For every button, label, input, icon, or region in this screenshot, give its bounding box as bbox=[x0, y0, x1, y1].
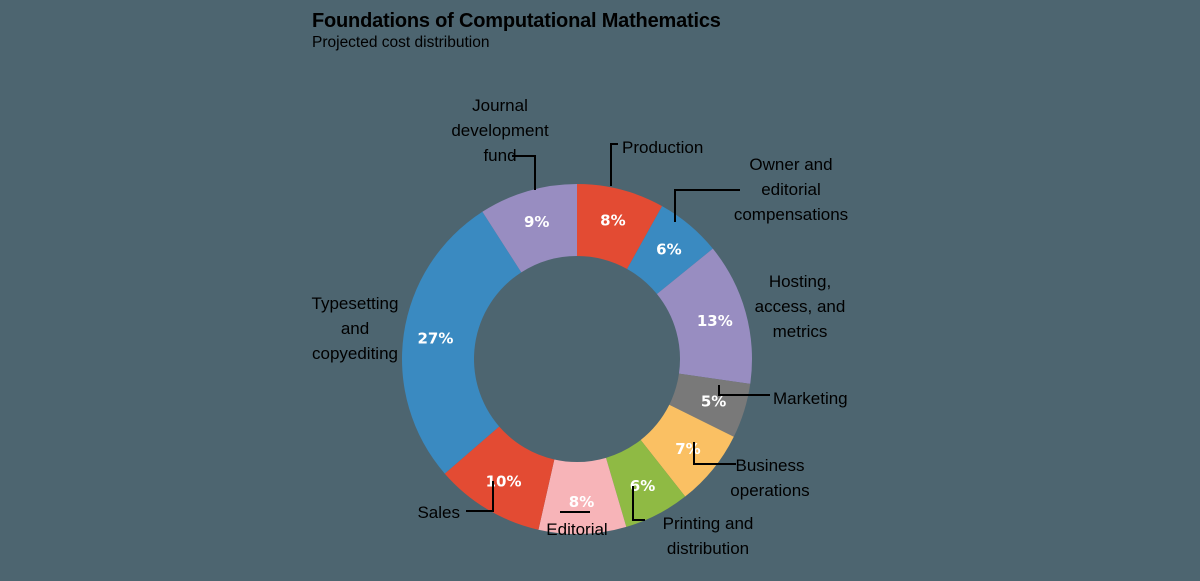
slice-marketing bbox=[669, 373, 751, 437]
slice-hosting-access-and-metrics bbox=[656, 248, 752, 384]
callout-label: Hosting, bbox=[769, 272, 831, 291]
slice-percent-label: 6% bbox=[656, 240, 681, 258]
slice-percent-label: 6% bbox=[630, 477, 655, 495]
slice-editorial bbox=[538, 457, 627, 535]
callout-label: development bbox=[451, 121, 549, 140]
slice-percent-label: 8% bbox=[600, 212, 625, 230]
leader-line bbox=[466, 481, 494, 512]
callout-label: Sales bbox=[417, 503, 460, 522]
slice-journal-development-fund bbox=[482, 184, 577, 273]
callout-label: compensations bbox=[734, 205, 848, 224]
slice-percent-label: 7% bbox=[675, 440, 700, 458]
callout-label: fund bbox=[483, 146, 516, 165]
slice-percent-label: 10% bbox=[486, 473, 522, 491]
leader-line bbox=[674, 189, 740, 222]
leader-line bbox=[693, 442, 736, 465]
callout-label: access, and bbox=[755, 297, 846, 316]
callout-label: and bbox=[341, 319, 369, 338]
leader-line bbox=[610, 143, 618, 186]
callout-label: Printing and bbox=[663, 514, 754, 533]
slice-owner-and-editorial-compensations bbox=[627, 206, 713, 295]
callout-label: Production bbox=[622, 138, 703, 157]
callout-label: Marketing bbox=[773, 389, 848, 408]
callout-label: editorial bbox=[761, 180, 821, 199]
callout-label: copyediting bbox=[312, 344, 398, 363]
callout-label: Business bbox=[736, 456, 805, 475]
slice-percent-label: 13% bbox=[697, 312, 733, 330]
donut-slices bbox=[402, 184, 752, 535]
chart-subtitle: Projected cost distribution bbox=[312, 34, 490, 51]
chart-title: Foundations of Computational Mathematics bbox=[312, 10, 721, 32]
slice-typesetting-and-copyediting bbox=[402, 211, 522, 474]
leader-line bbox=[632, 486, 645, 521]
percent-labels: 8% 6% 13% 5% 7% 6% 8% 10% 27% 9% bbox=[418, 212, 733, 511]
slice-business-operations bbox=[640, 404, 734, 497]
slice-percent-label: 5% bbox=[701, 392, 726, 410]
callout-labels: Production Owner and editorial compensation… bbox=[312, 96, 849, 558]
callout-label: distribution bbox=[667, 539, 749, 558]
chart-header: Foundations of Computational Mathematics… bbox=[312, 10, 721, 52]
slice-sales bbox=[444, 426, 555, 530]
slice-percent-label: 9% bbox=[524, 213, 549, 231]
callout-label: Typesetting bbox=[312, 294, 399, 313]
leader-line bbox=[512, 155, 536, 190]
slice-percent-label: 27% bbox=[418, 330, 454, 348]
slice-production bbox=[577, 184, 663, 269]
callout-label: operations bbox=[730, 481, 809, 500]
slice-printing-and-distribution bbox=[606, 439, 686, 527]
callout-label: Editorial bbox=[546, 520, 607, 539]
leader-lines bbox=[466, 143, 770, 521]
callout-label: metrics bbox=[773, 322, 828, 341]
leader-line bbox=[718, 385, 770, 396]
callout-label: Journal bbox=[472, 96, 528, 115]
callout-label: Owner and bbox=[749, 155, 832, 174]
slice-percent-label: 8% bbox=[569, 493, 594, 511]
